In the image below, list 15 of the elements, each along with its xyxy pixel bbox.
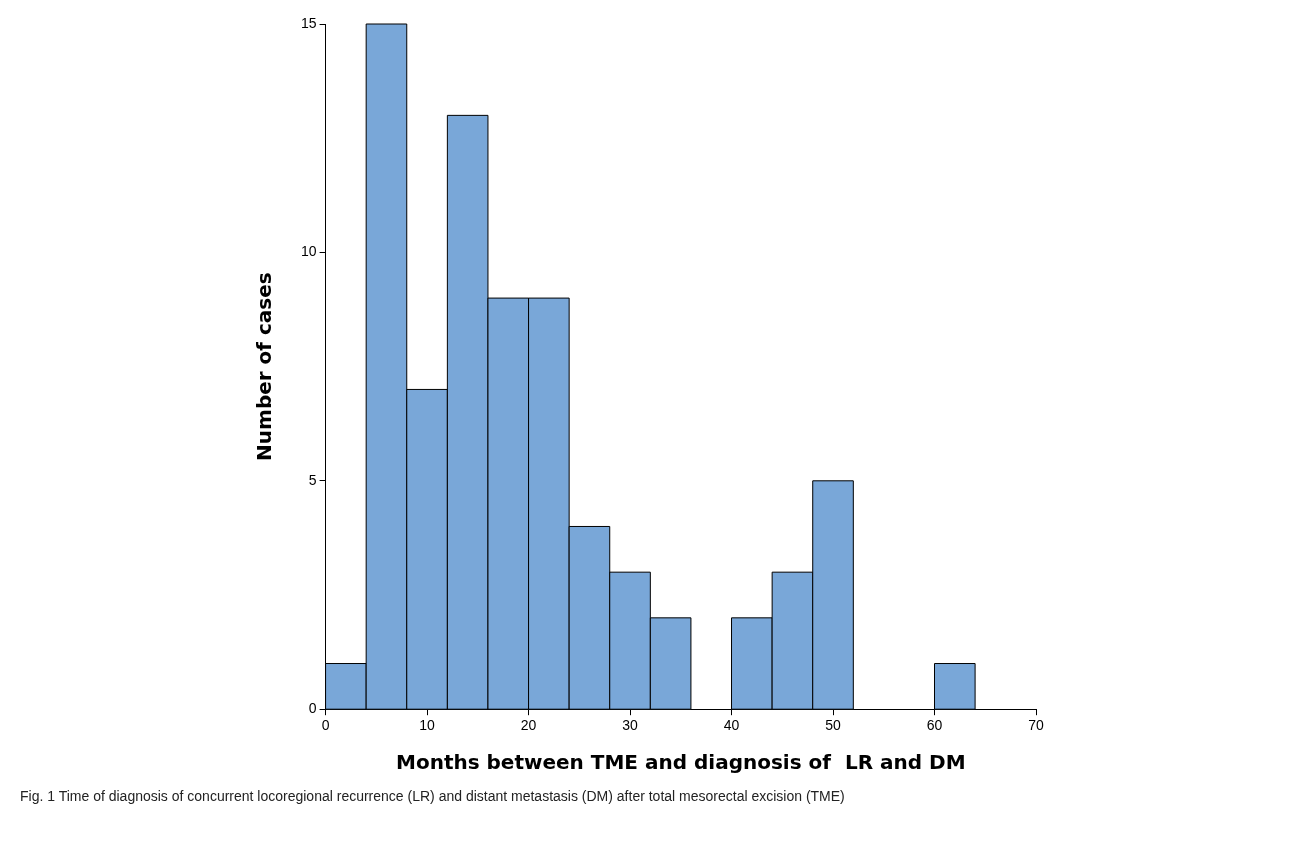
y-tick-label: 10: [300, 243, 317, 260]
x-tick-label: 40: [723, 717, 740, 734]
x-tick-label: 0: [321, 717, 330, 734]
y-axis-title: Number of cases: [252, 272, 277, 461]
x-tick-label: 60: [926, 717, 943, 734]
y-tick-label: 5: [308, 471, 317, 488]
x-tick-label: 70: [1028, 717, 1044, 734]
x-tick-label: 20: [520, 717, 537, 734]
caption: Fig. 1 Time of diagnosis of concurrent locoregional recurrence (LR) and distant metastasis (DM) after total mesorectal excision (TME): [20, 788, 846, 804]
x-tick-label: 50: [825, 717, 842, 734]
x-tick-label: 30: [622, 717, 639, 734]
x-axis-title: Months between TME and diagnosis of LR and DM: [396, 750, 966, 775]
y-tick-label: 15: [300, 14, 317, 31]
x-tick-label: 10: [419, 717, 436, 734]
y-tick-label: 0: [308, 700, 317, 717]
